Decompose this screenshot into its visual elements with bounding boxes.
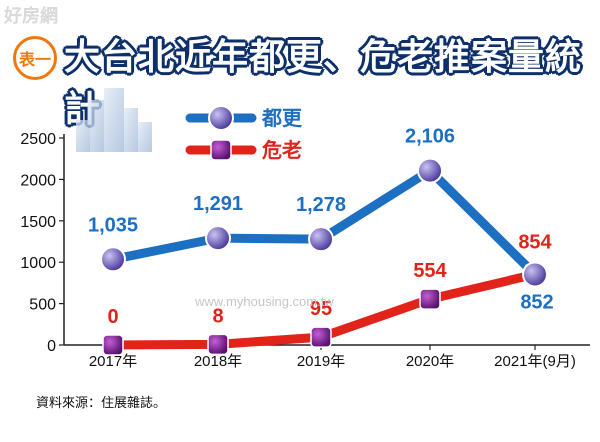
y-tick-label: 500 <box>29 297 56 314</box>
marker-renewal <box>417 157 443 184</box>
marker-renewal <box>100 246 126 273</box>
data-label-renewal: 852 <box>520 291 553 313</box>
data-label-renewal: 1,278 <box>296 194 346 216</box>
data-label-renewal: 2,106 <box>405 126 455 148</box>
source-note: 資料來源：住展雜誌。 <box>36 395 167 410</box>
legend-marker <box>208 105 234 131</box>
data-labels: 1,035 1,291 1,278 2,106 852 0 8 95 554 854 <box>88 126 554 328</box>
x-tick-label: 2019年 <box>297 353 345 370</box>
y-tick-label: 2500 <box>20 131 56 148</box>
data-label-oldbuild: 95 <box>310 298 332 320</box>
data-label-oldbuild: 554 <box>413 260 447 282</box>
data-label-renewal: 1,291 <box>193 193 243 215</box>
data-label-oldbuild: 0 <box>107 306 118 328</box>
legend-marker <box>210 139 232 161</box>
x-tick-label: 2017年 <box>89 353 137 370</box>
series-line-renewal <box>108 166 540 279</box>
data-label-renewal: 1,035 <box>88 214 138 236</box>
series-markers <box>100 157 548 356</box>
x-tick-label: 2018年 <box>194 353 242 370</box>
table-badge: 表一 <box>13 36 57 80</box>
legend-label: 危老 <box>262 138 302 162</box>
x-tick-label: 2020年 <box>406 353 454 370</box>
site-watermark: www.myhousing.com.tw <box>194 294 334 309</box>
marker-oldbuild <box>102 334 124 356</box>
marker-renewal <box>522 261 548 288</box>
watermark-logo: 好房網 <box>4 6 58 26</box>
y-tick-labels: 0 500 1000 1500 2000 2500 <box>20 131 64 355</box>
y-tick-label: 1500 <box>20 214 56 231</box>
y-tick-label: 1000 <box>20 255 56 272</box>
buildings-illustration <box>76 88 152 152</box>
legend-label: 都更 <box>261 107 303 130</box>
marker-renewal <box>308 226 334 253</box>
data-label-oldbuild: 8 <box>212 305 223 327</box>
header: 好房網 表一 大台北近年都更、危老推案量統計 <box>0 0 600 129</box>
marker-oldbuild <box>310 326 332 348</box>
y-tick-label: 0 <box>47 338 56 355</box>
marker-renewal <box>205 225 231 252</box>
x-tick-label: 2021年(9月) <box>494 353 576 370</box>
marker-oldbuild <box>419 288 441 310</box>
data-label-oldbuild: 854 <box>518 231 552 253</box>
y-tick-label: 2000 <box>20 172 56 189</box>
x-tick-labels: 2017年 2018年 2019年 2020年 2021年(9月) <box>89 345 576 370</box>
marker-oldbuild <box>207 333 229 356</box>
line-chart: 0 500 1000 1500 2000 2500 2017年 2018年 2019年 2020… <box>20 88 590 370</box>
